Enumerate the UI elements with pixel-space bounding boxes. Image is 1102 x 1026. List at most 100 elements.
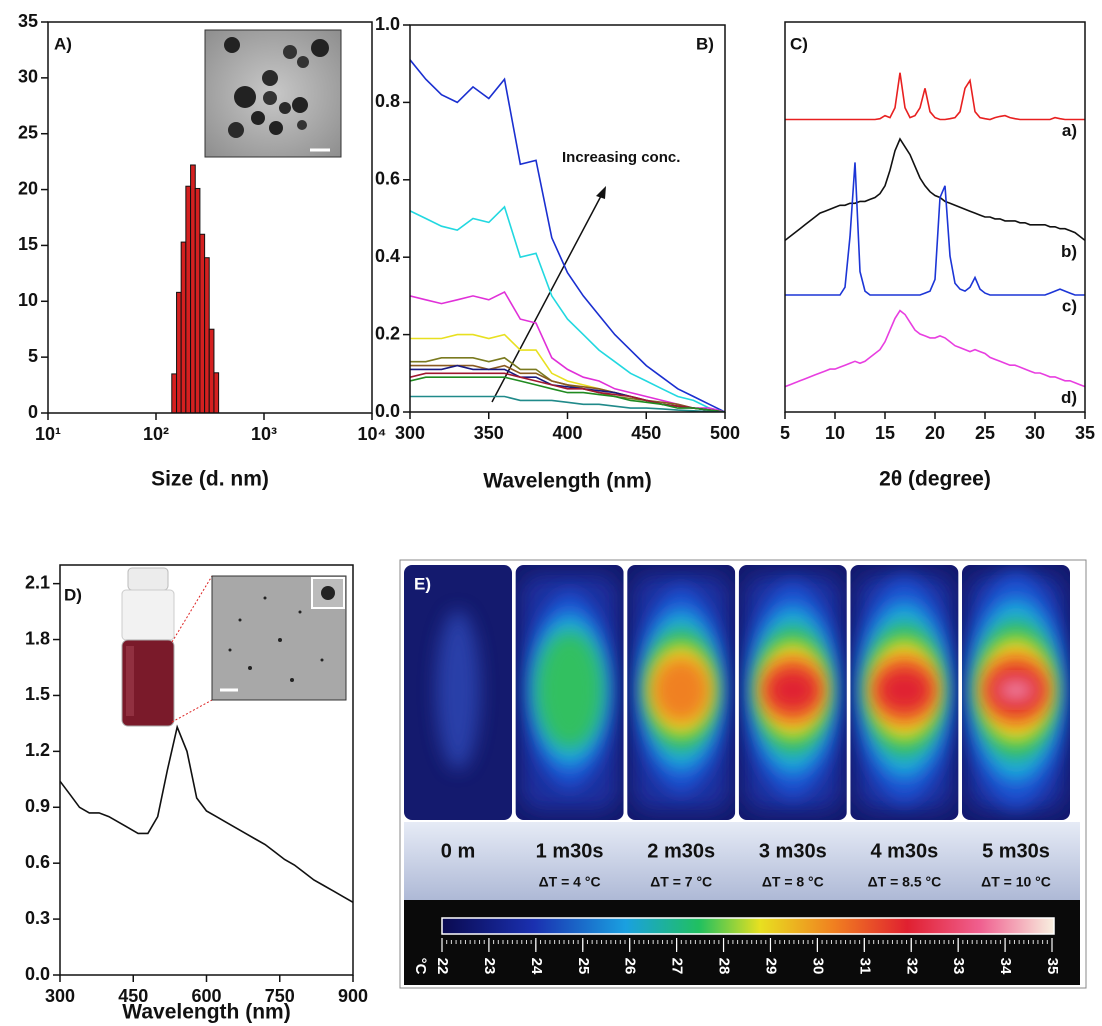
y-tick-label: 0.9 [25, 796, 50, 816]
series-label: a) [1062, 121, 1077, 140]
colorbar-tick-label: 26 [622, 958, 639, 975]
frame-label: 1 m30s [536, 840, 604, 862]
bar [171, 373, 178, 414]
y-tick-label: 1.2 [25, 740, 50, 760]
y-tick-label: 0.0 [25, 964, 50, 984]
x-tick-label: 450 [631, 423, 661, 443]
x-tick-label: 30 [1025, 423, 1045, 443]
x-tick-label: 10² [143, 424, 169, 444]
colorbar-tick-label: 28 [716, 958, 733, 975]
bar [204, 257, 210, 414]
frame-label: 0 m [441, 840, 475, 862]
y-tick-label: 0.8 [375, 91, 400, 111]
plot: 10¹ 10² 10³ 10⁴ 0 5 10 15 20 25 30 35 Size (d. nm) A) [18, 11, 387, 491]
panel-label: A) [54, 34, 72, 53]
line [785, 162, 1085, 296]
x-axis-label: Wavelength (nm) [122, 1001, 290, 1024]
x-tick-label: 10⁴ [358, 424, 387, 444]
heat [766, 667, 820, 713]
thermal-frame [738, 565, 847, 820]
plot-frame [47, 21, 373, 414]
delta-t: ΔT = 8 °C [762, 874, 824, 890]
colorbar-tick-label: 31 [856, 958, 873, 975]
line [410, 290, 725, 412]
bar [176, 291, 182, 414]
colorbar-tick-label: 29 [762, 958, 779, 975]
x-tick-label: 10¹ [35, 424, 61, 444]
bar [194, 187, 201, 414]
colorbar-tick-label: 22 [434, 958, 451, 975]
line [785, 309, 1085, 388]
x-tick-label: 500 [710, 423, 740, 443]
heat [998, 680, 1034, 700]
x-tick-label: 750 [265, 986, 295, 1006]
colorbar-unit: °C [412, 958, 429, 975]
line [60, 724, 353, 903]
x-tick-label: 10³ [251, 424, 277, 444]
y-tick-label: 1.5 [25, 684, 50, 704]
frame-label: 2 m30s [647, 840, 715, 862]
series-label: c) [1062, 296, 1077, 315]
delta-t: ΔT = 10 °C [981, 874, 1051, 890]
heat [652, 656, 711, 724]
x-axis-label: Wavelength (nm) [483, 470, 651, 493]
y-tick-label: 0.6 [375, 169, 400, 189]
annotation: Increasing conc. [562, 149, 680, 166]
colorbar-tick-label: 27 [669, 958, 686, 975]
x-tick-label: 15 [875, 423, 895, 443]
inset-vial [121, 567, 347, 727]
panel-label: D) [64, 585, 82, 604]
frame-label: 4 m30s [870, 840, 938, 862]
line [410, 395, 725, 412]
y-tick-label: 25 [18, 122, 38, 142]
y-tick-label: 0 [28, 402, 38, 422]
panel-label: C) [790, 34, 808, 53]
x-tick-label: 300 [395, 423, 425, 443]
bar [208, 328, 215, 414]
colorbar-tick-label: 25 [575, 958, 592, 975]
delta-t: ΔT = 4 °C [539, 874, 601, 890]
y-tick-label: 0.6 [25, 852, 50, 872]
line [410, 205, 725, 412]
line [785, 72, 1085, 121]
x-tick-label: 600 [191, 986, 221, 1006]
colorbar [441, 917, 1055, 935]
line [410, 59, 725, 412]
thermal-images: 0 m 1 m30s ΔT = 4 °C 2 m30s ΔT = 7 °C 3 m30s Δ… [404, 565, 1070, 975]
panel-label: B) [696, 34, 714, 53]
y-tick-label: 1.0 [375, 14, 400, 34]
x-tick-label: 300 [45, 986, 75, 1006]
thermal-frame [962, 565, 1070, 820]
x-tick-label: 20 [925, 423, 945, 443]
colorbar-tick-label: 24 [528, 958, 545, 975]
colorbar-tick-label: 34 [997, 958, 1014, 975]
plot: 300 450 600 750 900 0.0 0.3 0.6 0.9 1.2 1.5 1.8 2.1 W… [25, 564, 368, 1024]
x-tick-label: 25 [975, 423, 995, 443]
y-tick-label: 20 [18, 178, 38, 198]
y-tick-label: 10 [18, 290, 38, 310]
bar [213, 372, 220, 414]
x-axis-label: Size (d. nm) [151, 468, 269, 491]
series-label: b) [1061, 242, 1077, 261]
bar [190, 164, 196, 414]
heat [536, 631, 604, 749]
bar [180, 241, 187, 414]
x-tick-label: 400 [552, 423, 582, 443]
colorbar-tick-label: 32 [903, 958, 920, 975]
x-tick-label: 5 [780, 423, 790, 443]
x-tick-label: 450 [118, 986, 148, 1006]
bar [185, 185, 192, 414]
series-label: d) [1061, 388, 1077, 407]
x-tick-label: 350 [474, 423, 504, 443]
thermal-frame [404, 565, 512, 820]
colorbar-tick-label: 35 [1044, 958, 1061, 975]
bar [199, 233, 206, 414]
plot-frame [784, 21, 1086, 413]
x-axis-label: 2θ (degree) [879, 468, 991, 491]
y-tick-label: 5 [28, 346, 38, 366]
thermal-frame [850, 565, 959, 820]
heat [436, 610, 480, 770]
x-tick-label: 35 [1075, 423, 1095, 443]
delta-t: ΔT = 8.5 °C [868, 874, 942, 890]
colorbar-tick-label: 33 [950, 958, 967, 975]
